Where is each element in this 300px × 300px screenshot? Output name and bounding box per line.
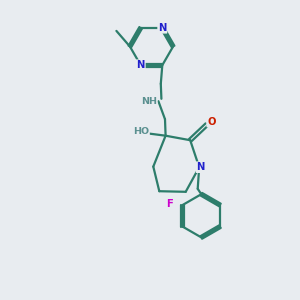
Text: N: N (136, 60, 145, 70)
Text: N: N (196, 162, 205, 172)
Text: HO: HO (133, 127, 149, 136)
Text: F: F (167, 199, 173, 208)
Text: O: O (207, 117, 216, 127)
Text: NH: NH (141, 97, 157, 106)
Text: N: N (158, 23, 166, 33)
